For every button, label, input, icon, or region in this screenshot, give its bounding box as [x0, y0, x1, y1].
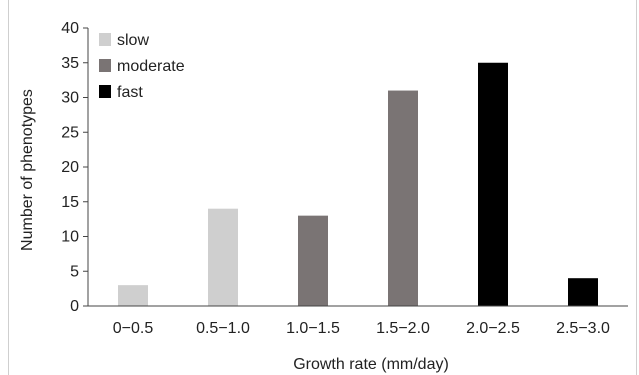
- y-tick-label: 35: [61, 55, 79, 72]
- x-tick-label: 2.0−2.5: [466, 320, 520, 337]
- legend-label-slow: slow: [117, 32, 149, 49]
- x-tick-label: 1.5−2.0: [376, 320, 430, 337]
- legend-label-fast: fast: [117, 84, 143, 101]
- x-axis-ticks: 0−0.5 0.5−1.0 1.0−1.5 1.5−2.0 2.0−2.5 2.5−3.0: [113, 320, 610, 337]
- y-tick-label: 5: [70, 263, 79, 280]
- legend: slow moderate fast: [99, 32, 185, 101]
- y-tick-label: 30: [61, 90, 79, 107]
- legend-swatch-slow: [99, 33, 111, 46]
- y-tick-label: 0: [70, 298, 79, 315]
- x-axis-title: Growth rate (mm/day): [293, 356, 449, 373]
- legend-swatch-moderate: [99, 59, 111, 72]
- y-tick-label: 15: [61, 194, 79, 211]
- legend-label-moderate: moderate: [117, 58, 185, 75]
- bars: [118, 62, 598, 306]
- y-tick-label: 25: [61, 124, 79, 141]
- bar-4: [388, 90, 418, 306]
- x-tick-label: 0.5−1.0: [196, 320, 250, 337]
- bar-2: [208, 208, 238, 306]
- y-tick-label: 20: [61, 159, 79, 176]
- bar-3: [298, 215, 328, 306]
- legend-swatch-fast: [99, 85, 111, 98]
- bar-6: [568, 278, 598, 306]
- right-border-line: [636, 0, 637, 375]
- y-tick-label: 10: [61, 229, 79, 246]
- y-tick-label: 40: [61, 20, 79, 37]
- x-tick-label: 0−0.5: [113, 320, 154, 337]
- y-axis-ticks: 0 5 10 15 20 25 30 35 40: [61, 20, 88, 315]
- bar-5: [478, 62, 508, 306]
- x-tick-label: 2.5−3.0: [556, 320, 610, 337]
- left-border-line: [8, 0, 9, 375]
- bar-1: [118, 285, 148, 306]
- x-tick-label: 1.0−1.5: [286, 320, 340, 337]
- y-axis-title: Number of phenotypes: [19, 89, 36, 251]
